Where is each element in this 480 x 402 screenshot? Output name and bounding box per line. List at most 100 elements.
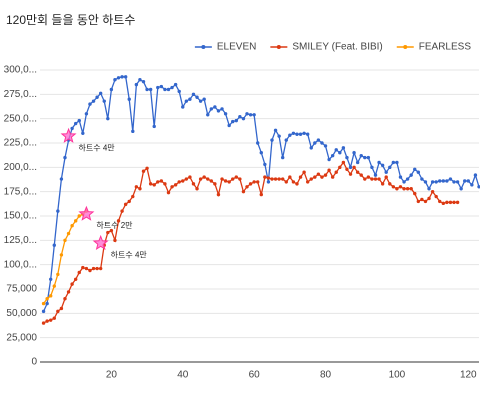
data-point bbox=[63, 155, 67, 160]
data-point bbox=[156, 85, 160, 90]
y-tick-label: 125,0... bbox=[4, 235, 37, 246]
data-point bbox=[213, 182, 217, 186]
y-tick-label: 0 bbox=[31, 357, 37, 368]
data-point bbox=[380, 163, 385, 168]
data-point bbox=[430, 180, 435, 184]
y-tick-label: 250,0... bbox=[4, 113, 37, 124]
data-point bbox=[248, 182, 253, 186]
y-tick-label: 25,000 bbox=[6, 332, 37, 343]
data-point bbox=[395, 187, 399, 191]
data-point bbox=[388, 165, 392, 170]
data-point bbox=[131, 194, 135, 199]
series-line bbox=[43, 210, 87, 304]
data-point bbox=[348, 172, 353, 176]
x-tick-label: 100 bbox=[389, 370, 406, 381]
data-point bbox=[284, 180, 288, 184]
annotation-star bbox=[78, 205, 95, 221]
data-point bbox=[370, 177, 374, 181]
data-point bbox=[459, 187, 463, 191]
data-point bbox=[313, 175, 317, 179]
data-point bbox=[120, 75, 124, 79]
data-point bbox=[145, 87, 149, 92]
data-point bbox=[366, 175, 371, 179]
data-point bbox=[341, 146, 346, 150]
data-point bbox=[273, 128, 278, 133]
data-point bbox=[188, 97, 192, 101]
data-point bbox=[223, 179, 228, 183]
data-point bbox=[320, 175, 324, 179]
legend-dot bbox=[403, 45, 408, 49]
data-point bbox=[445, 200, 449, 205]
data-point bbox=[380, 182, 385, 186]
data-point bbox=[41, 321, 46, 325]
data-point bbox=[427, 196, 431, 201]
data-point bbox=[231, 177, 235, 181]
data-point bbox=[109, 87, 114, 92]
legend-dot bbox=[201, 45, 206, 49]
data-point bbox=[131, 129, 135, 134]
data-point bbox=[138, 78, 142, 82]
data-point bbox=[45, 319, 49, 323]
data-point bbox=[323, 144, 328, 148]
data-point bbox=[98, 91, 103, 96]
data-point bbox=[163, 182, 167, 186]
data-point bbox=[448, 177, 453, 181]
data-point bbox=[141, 79, 146, 84]
data-point bbox=[127, 199, 131, 204]
data-point bbox=[95, 95, 99, 99]
data-point bbox=[52, 316, 56, 320]
data-point bbox=[420, 177, 424, 181]
data-point bbox=[156, 180, 160, 184]
data-point bbox=[123, 75, 128, 79]
y-tick-label: 275,0... bbox=[4, 89, 37, 100]
y-tick-label: 100,0... bbox=[4, 259, 37, 270]
data-point bbox=[238, 115, 242, 119]
data-point bbox=[377, 177, 381, 181]
data-point bbox=[438, 199, 442, 204]
data-point bbox=[209, 107, 214, 111]
data-point bbox=[445, 179, 449, 183]
data-point bbox=[391, 160, 396, 165]
data-point bbox=[241, 189, 246, 194]
data-point bbox=[384, 175, 388, 179]
data-point bbox=[313, 141, 317, 145]
data-point bbox=[259, 192, 263, 197]
data-point bbox=[416, 170, 421, 174]
data-point bbox=[81, 265, 85, 270]
data-point bbox=[116, 76, 121, 80]
data-point bbox=[73, 219, 78, 223]
data-point bbox=[288, 133, 292, 137]
data-point bbox=[263, 162, 267, 167]
data-point bbox=[248, 113, 253, 117]
data-point bbox=[452, 180, 456, 184]
data-point bbox=[152, 124, 156, 129]
data-point bbox=[88, 268, 92, 273]
data-point bbox=[88, 102, 92, 106]
data-point bbox=[91, 99, 96, 103]
data-point bbox=[348, 165, 353, 170]
data-point bbox=[45, 297, 49, 301]
data-point bbox=[252, 180, 256, 184]
data-point bbox=[63, 297, 67, 301]
data-point bbox=[159, 84, 164, 89]
data-point bbox=[195, 95, 199, 99]
data-point bbox=[434, 180, 438, 184]
data-point bbox=[373, 173, 378, 177]
legend-label: FEARLESS bbox=[419, 42, 472, 53]
data-point bbox=[113, 78, 117, 82]
data-point bbox=[49, 294, 53, 298]
data-point bbox=[145, 166, 149, 171]
data-point bbox=[270, 177, 274, 181]
data-point bbox=[70, 282, 74, 286]
annotation-star bbox=[60, 127, 77, 143]
annotation-star bbox=[92, 234, 109, 251]
data-point bbox=[402, 187, 406, 191]
data-point bbox=[298, 132, 303, 136]
data-point bbox=[84, 266, 89, 271]
data-point bbox=[413, 191, 417, 196]
data-point bbox=[430, 189, 435, 194]
annotation-label: 하트수 4만 bbox=[79, 142, 116, 152]
data-point bbox=[345, 155, 349, 160]
data-point bbox=[434, 194, 438, 199]
data-point bbox=[338, 151, 342, 155]
